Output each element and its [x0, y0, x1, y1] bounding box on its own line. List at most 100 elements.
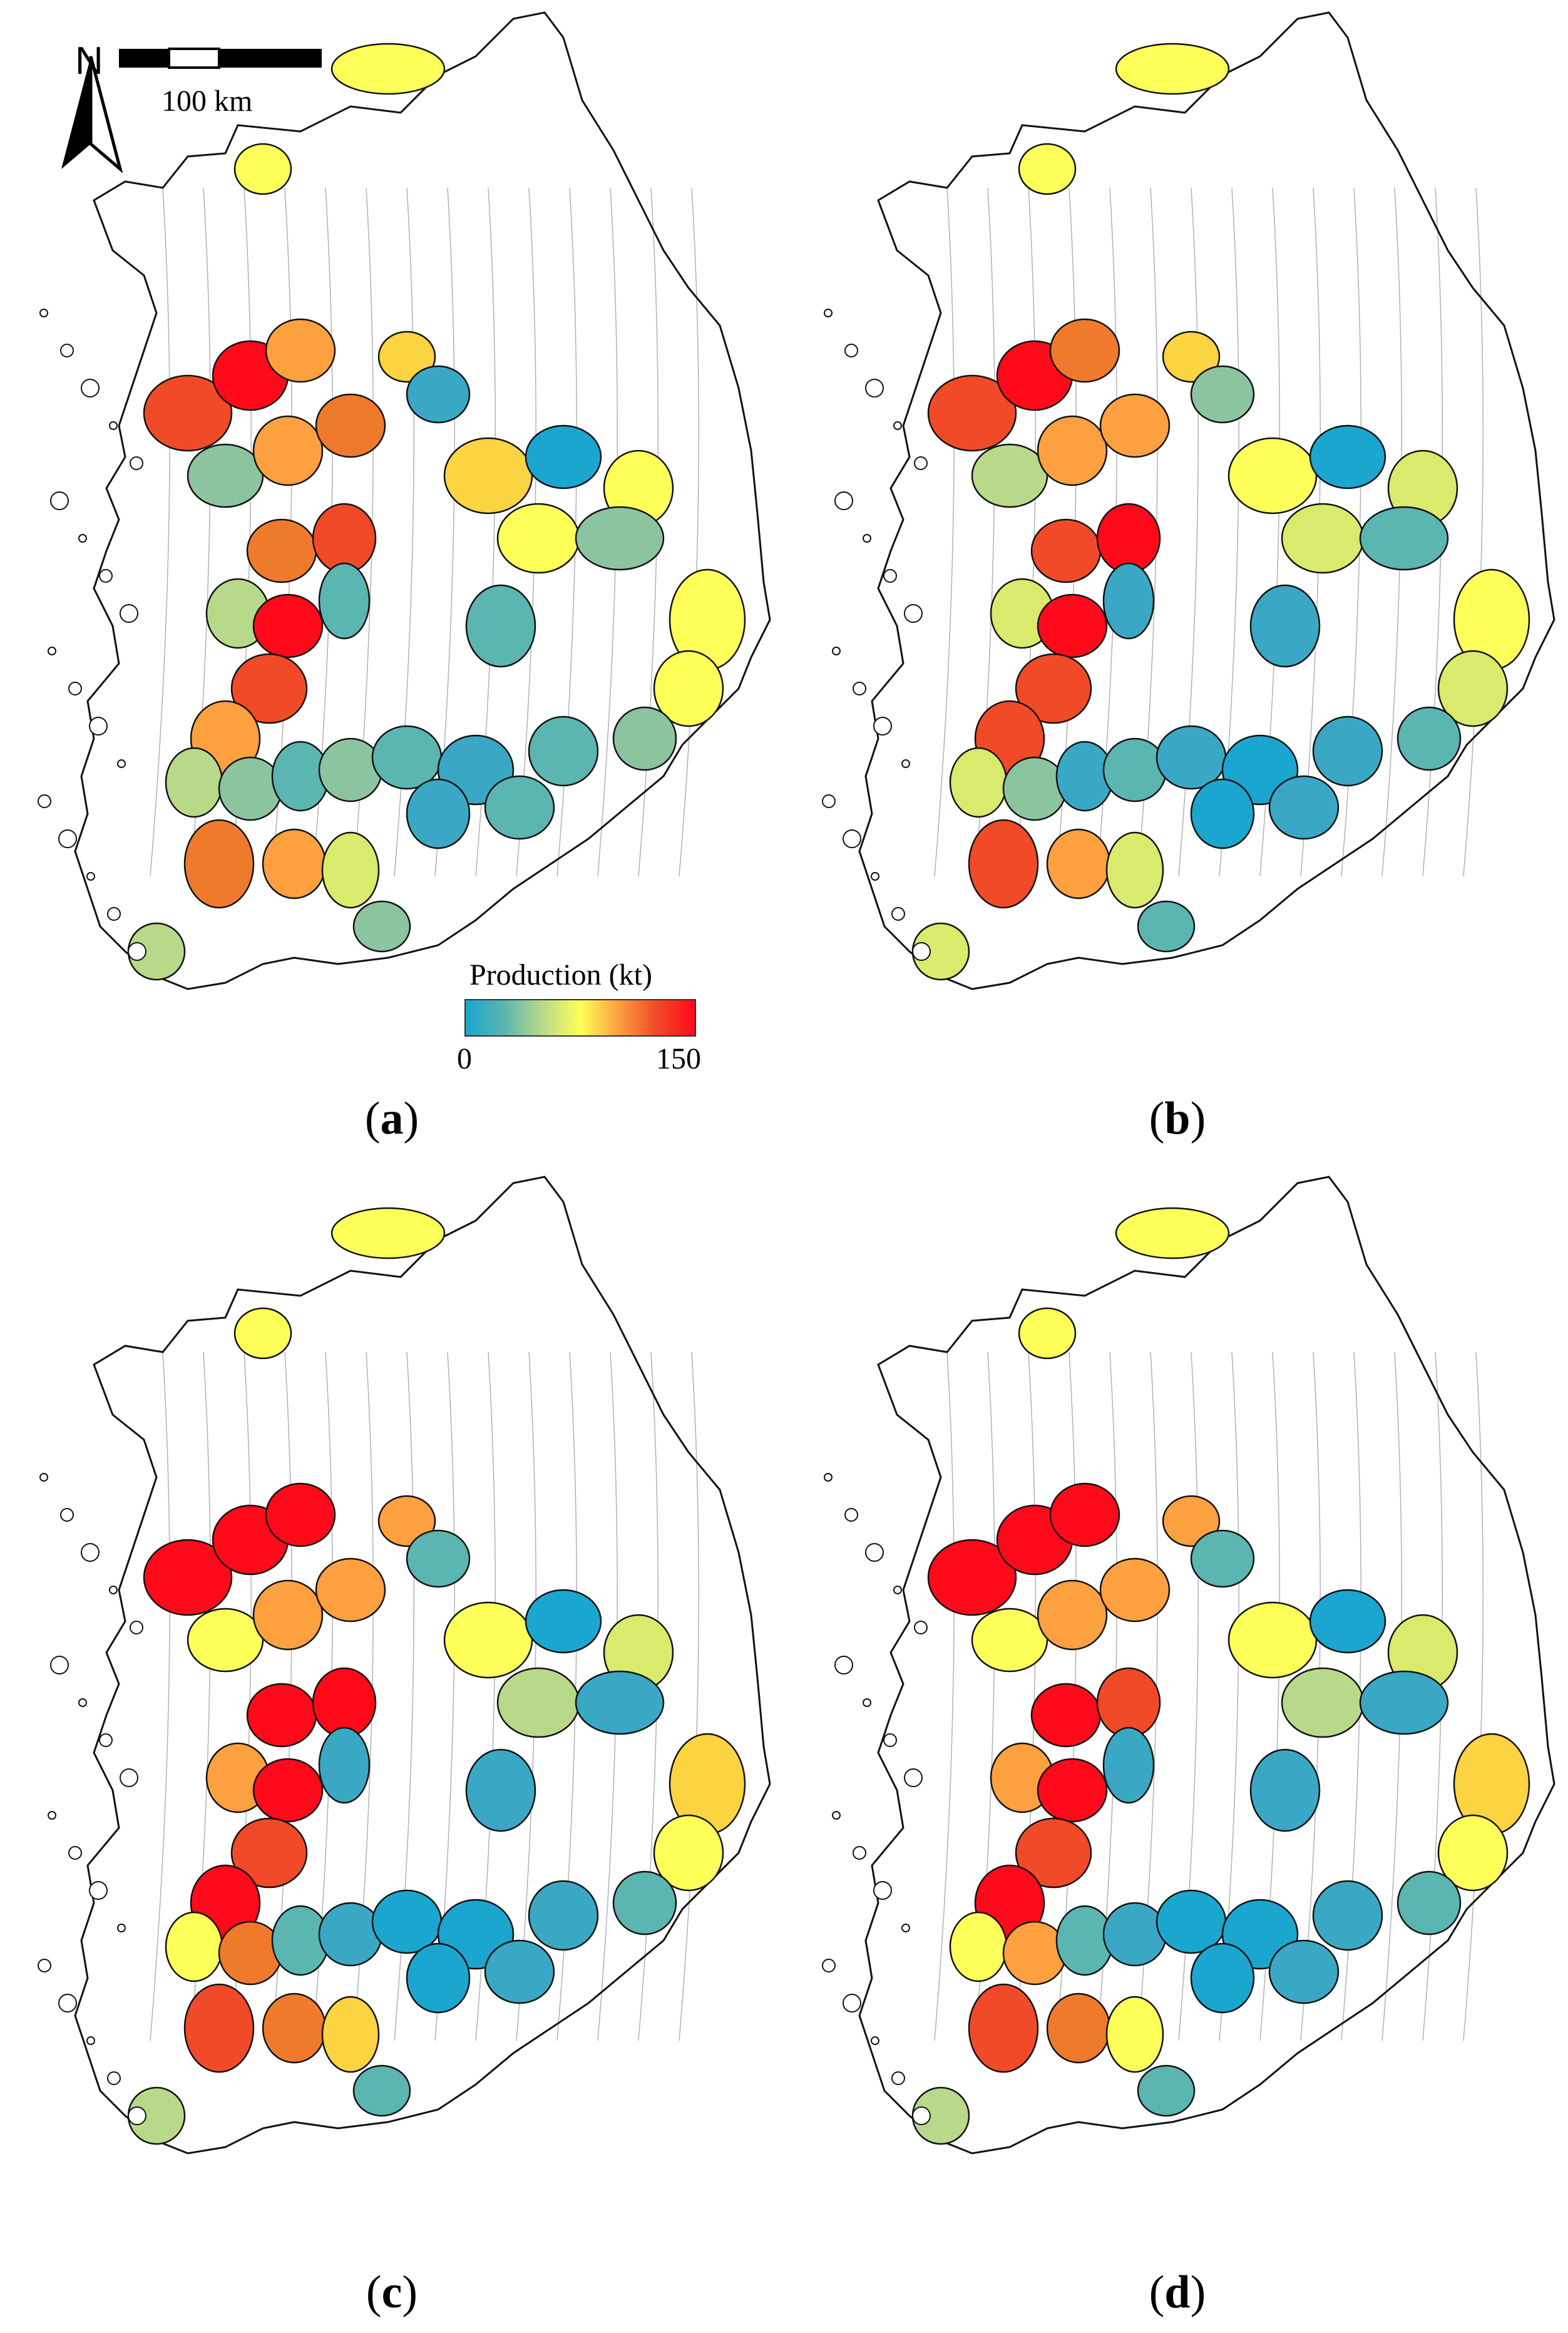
district-region — [968, 819, 1039, 909]
boundary-line — [679, 1351, 699, 2041]
district-region — [1162, 1495, 1221, 1547]
district-region — [525, 1589, 602, 1654]
district-region — [1099, 1557, 1171, 1623]
island — [58, 829, 77, 848]
district-region — [406, 778, 471, 849]
island — [81, 379, 100, 397]
caption-b: (b) — [1149, 1093, 1206, 1144]
district-region — [265, 1482, 336, 1547]
island — [120, 1768, 138, 1787]
district-region — [321, 831, 380, 909]
district-region — [233, 1307, 292, 1360]
district-region — [1102, 562, 1155, 640]
map-panel-c — [0, 1164, 784, 2291]
district-region — [1437, 1814, 1509, 1892]
island — [48, 1811, 56, 1820]
map-a — [38, 11, 771, 990]
north-arrow-icon — [61, 56, 123, 174]
island — [128, 2106, 146, 2125]
district-region — [312, 1667, 377, 1738]
district-region — [246, 518, 317, 583]
scale-label: 100 km — [161, 85, 253, 118]
map-b — [822, 11, 1555, 990]
island — [871, 872, 879, 881]
island — [844, 1508, 858, 1522]
district-region — [262, 1992, 327, 2064]
district-region — [525, 424, 602, 490]
district-region — [1156, 725, 1227, 790]
legend-min-label: 0 — [457, 1042, 472, 1075]
map-panel-d — [784, 1164, 1568, 2291]
district-region — [1030, 1683, 1102, 1748]
boundary-line — [934, 1351, 955, 2041]
island — [871, 2036, 879, 2045]
island — [86, 872, 95, 881]
district-region — [575, 1670, 665, 1735]
district-layer — [911, 43, 1530, 981]
island — [68, 682, 82, 695]
district-region — [927, 374, 1017, 452]
island — [130, 1621, 143, 1634]
island — [86, 2036, 95, 2045]
island — [78, 1698, 87, 1707]
island — [50, 1656, 69, 1674]
island — [39, 1473, 48, 1482]
island — [99, 569, 113, 583]
district-region — [331, 1207, 446, 1259]
island — [130, 456, 143, 470]
map-panel-a — [0, 0, 784, 1127]
district-region — [165, 1911, 223, 1982]
district-region — [187, 443, 264, 508]
island — [904, 604, 923, 623]
district-region — [318, 1726, 371, 1804]
district-region — [1359, 506, 1449, 571]
district-region — [1437, 650, 1509, 727]
scale-bar — [119, 48, 322, 69]
map-d — [822, 1176, 1555, 2155]
district-region — [1281, 503, 1365, 574]
district-region — [528, 1880, 599, 1951]
district-region — [496, 1667, 580, 1738]
district-region — [352, 2064, 411, 2117]
island — [824, 309, 833, 317]
island — [832, 1811, 841, 1820]
island — [865, 1543, 884, 1562]
district-region — [496, 503, 580, 574]
district-region — [1030, 518, 1102, 583]
district-region — [971, 443, 1048, 508]
district-region — [1105, 1996, 1164, 2073]
district-region — [165, 747, 223, 818]
district-region — [1037, 1758, 1108, 1823]
district-region — [143, 1539, 233, 1616]
map-c — [38, 1176, 771, 2155]
district-region — [233, 143, 292, 195]
island — [120, 604, 138, 623]
island — [893, 1586, 902, 1594]
island — [853, 1846, 866, 1860]
island — [824, 1473, 833, 1482]
caption-d: (d) — [1149, 2267, 1206, 2318]
island — [891, 907, 905, 921]
district-region — [321, 1996, 380, 2073]
island — [38, 1959, 51, 1972]
district-region — [1190, 778, 1255, 849]
district-region — [252, 1758, 324, 1823]
island — [78, 534, 87, 543]
island — [822, 1959, 836, 1972]
district-region — [1046, 828, 1111, 900]
country-outline — [74, 11, 771, 990]
district-region — [949, 747, 1008, 818]
district-region — [1359, 1670, 1449, 1735]
map-panel-b — [784, 0, 1568, 1127]
island — [60, 344, 74, 357]
island — [914, 1621, 928, 1634]
district-region — [949, 1911, 1008, 1982]
caption-c: (c) — [366, 2267, 418, 2318]
island — [843, 829, 861, 848]
island — [822, 794, 836, 808]
boundary-line — [1463, 187, 1483, 877]
district-region — [484, 1939, 555, 2004]
district-region — [252, 593, 324, 659]
island — [904, 1768, 923, 1787]
district-region — [443, 1601, 533, 1679]
